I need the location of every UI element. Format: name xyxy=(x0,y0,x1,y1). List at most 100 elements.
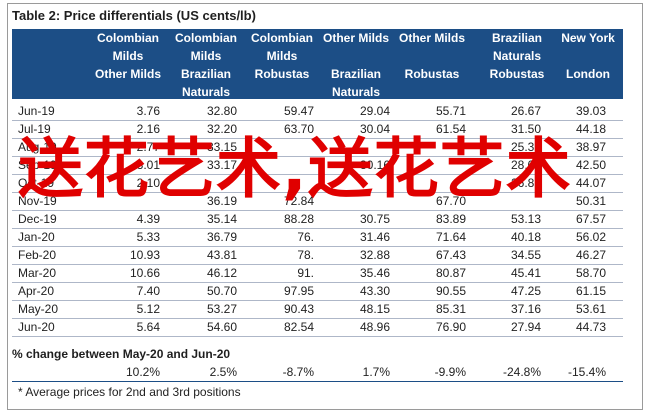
price-cell: 36.79 xyxy=(206,230,237,244)
price-cell: 44.73 xyxy=(575,320,606,334)
row-date: Aug-19 xyxy=(18,140,57,154)
price-cell: 61.54 xyxy=(435,122,466,136)
price-cell: 33.15 xyxy=(206,140,237,154)
table-row: Jul-19 2.16 32.20 63.70 30.04 61.54 31.50 44.18 xyxy=(12,121,623,139)
price-cell: 4.39 xyxy=(136,212,160,226)
price-cell: 55.71 xyxy=(435,104,466,118)
price-cell: 82.54 xyxy=(283,320,314,334)
price-cell: 67.43 xyxy=(435,248,466,262)
price-cell: 32.88 xyxy=(359,248,390,262)
price-cell: 46.27 xyxy=(575,248,606,262)
row-date: Mar-20 xyxy=(18,266,57,280)
price-cell: 38.97 xyxy=(575,140,606,154)
price-cell: 10.66 xyxy=(129,266,160,280)
price-cell: 35.14 xyxy=(206,212,237,226)
column-header-line: Milds xyxy=(112,49,144,63)
price-cell: 30.75 xyxy=(359,212,390,226)
column-header: Other Milds Robustas xyxy=(387,29,477,99)
price-cell: 90.55 xyxy=(435,284,466,298)
price-cell: 88.28 xyxy=(283,212,314,226)
column-header: Other Milds Brazilian Naturals xyxy=(311,29,401,99)
price-cell: 56.02 xyxy=(575,230,606,244)
row-date: Apr-20 xyxy=(18,284,55,298)
price-cell: 97.95 xyxy=(283,284,314,298)
price-cell: 7.40 xyxy=(136,284,160,298)
price-cell: 43.30 xyxy=(359,284,390,298)
table-row: Jun-19 3.76 32.80 59.47 29.04 55.71 26.67 39.03 xyxy=(12,103,623,121)
price-cell: 43.81 xyxy=(206,248,237,262)
price-cell: 76.90 xyxy=(435,320,466,334)
price-cell: 44.18 xyxy=(575,122,606,136)
pct-change-cell: 10.2% xyxy=(125,365,160,379)
price-cell: 30.16 xyxy=(359,158,390,172)
column-header-line xyxy=(543,47,633,65)
price-cell: 26.81 xyxy=(510,176,541,190)
price-cell: 39.03 xyxy=(575,104,606,118)
price-cell: 91. xyxy=(297,266,314,280)
price-cell: 78. xyxy=(297,248,314,262)
column-header-line: Other Milds xyxy=(398,31,465,45)
row-date: May-20 xyxy=(18,302,59,316)
price-cell: 48.96 xyxy=(359,320,390,334)
column-header-line: Naturals xyxy=(492,49,542,63)
pct-change-cell: -24.8% xyxy=(502,365,541,379)
price-cell: 2.77 xyxy=(136,140,160,154)
price-cell: 67.70 xyxy=(435,194,466,208)
price-cell: 63.70 xyxy=(283,122,314,136)
table-row: Aug-19 2.77 33.15 25.37 38.97 xyxy=(12,139,623,157)
table-row: Jun-20 5.64 54.60 82.54 48.96 76.90 27.94 44.73 xyxy=(12,319,623,337)
price-cell: 40.18 xyxy=(510,230,541,244)
price-cell: 2.16 xyxy=(136,122,160,136)
column-header-line: New York xyxy=(561,31,615,45)
column-header: Brazilian Naturals Robustas xyxy=(472,29,562,99)
table-row: May-20 5.12 53.27 90.43 48.15 85.31 37.16 53.61 xyxy=(12,301,623,319)
table-header: Colombian Milds Other Milds Colombian Milds B… xyxy=(12,29,623,99)
pct-change-cell: 2.5% xyxy=(209,365,237,379)
row-date: Nov-19 xyxy=(18,194,57,208)
column-header: New York London xyxy=(543,29,633,99)
price-cell: 25.37 xyxy=(510,140,541,154)
column-header-line: Robustas xyxy=(254,67,310,81)
row-date: Feb-20 xyxy=(18,248,57,262)
price-cell: 29.04 xyxy=(359,104,390,118)
price-cell: 53.13 xyxy=(510,212,541,226)
row-date: Jul-19 xyxy=(18,122,51,136)
column-header-line: Colombian xyxy=(251,31,313,45)
table-row: Apr-20 7.40 50.70 97.95 43.30 90.55 47.25 61.15 xyxy=(12,283,623,301)
price-cell: 44.07 xyxy=(575,176,606,190)
table-row: Mar-20 10.66 46.12 91. 35.46 80.87 45.41 58.70 xyxy=(12,265,623,283)
price-cell: 46.12 xyxy=(206,266,237,280)
pct-change-cell: -9.9% xyxy=(434,365,466,379)
column-header-line: Brazilian xyxy=(330,67,381,81)
price-cell: 53.27 xyxy=(206,302,237,316)
row-date: Jun-20 xyxy=(18,320,55,334)
table-row: Oct-19 2.10 26.81 44.07 xyxy=(12,175,623,193)
price-cell: 53.61 xyxy=(575,302,606,316)
price-cell: 61.15 xyxy=(575,284,606,298)
column-header-line xyxy=(387,47,477,65)
price-cell: 31.46 xyxy=(359,230,390,244)
price-cell: 48.15 xyxy=(359,302,390,316)
pct-change-cell: -15.4% xyxy=(567,365,606,379)
price-cell: 32.80 xyxy=(206,104,237,118)
price-cell: 34.55 xyxy=(510,248,541,262)
price-cell: 33.17 xyxy=(206,158,237,172)
column-header-line: Other Milds xyxy=(94,67,161,81)
price-cell: 45.41 xyxy=(510,266,541,280)
column-header-line: Milds xyxy=(190,49,222,63)
column-header-line: Colombian xyxy=(97,31,159,45)
price-cell: 50.31 xyxy=(575,194,606,208)
column-header-line: Robustas xyxy=(489,67,545,81)
price-cell: 3.76 xyxy=(136,104,160,118)
price-cell: 28.02 xyxy=(510,158,541,172)
price-cell: 72.84 xyxy=(283,194,314,208)
price-cell: 85.31 xyxy=(435,302,466,316)
table-row: Feb-20 10.93 43.81 78. 32.88 67.43 34.55 46.27 xyxy=(12,247,623,265)
table-row: Jan-20 5.33 36.79 76. 31.46 71.64 40.18 56.02 xyxy=(12,229,623,247)
footnote: * Average prices for 2nd and 3rd positio… xyxy=(18,385,241,399)
row-date: Jan-20 xyxy=(18,230,55,244)
price-cell: 31.50 xyxy=(510,122,541,136)
pct-change-label: % change between May-20 and Jun-20 xyxy=(12,347,231,361)
column-header-line: London xyxy=(566,67,610,81)
watermark-overlay: 送花艺术,送花艺术 xyxy=(18,132,572,207)
